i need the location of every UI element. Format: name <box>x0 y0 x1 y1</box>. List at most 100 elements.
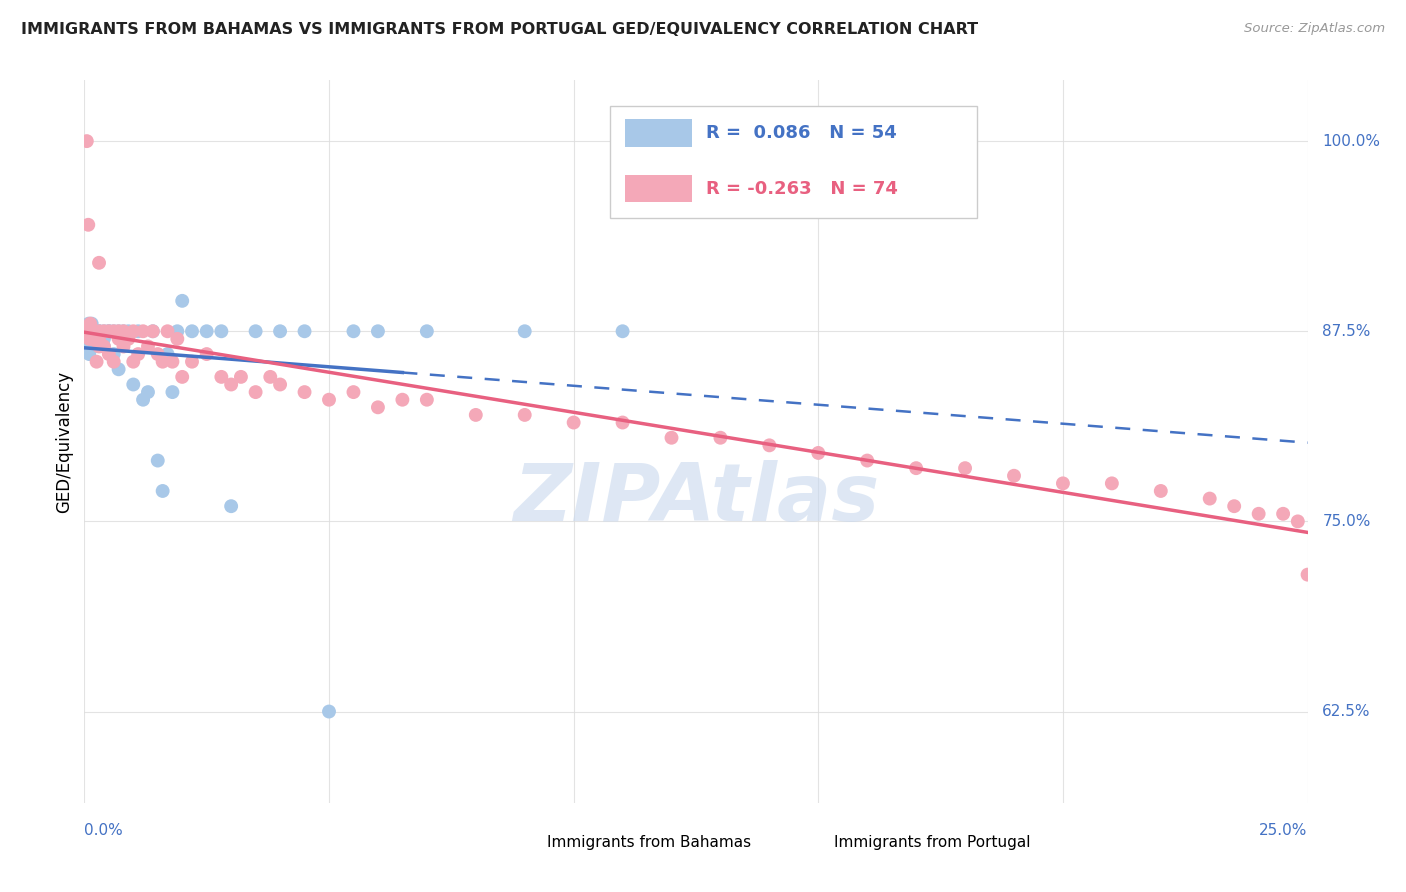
Point <box>156 324 179 338</box>
Point <box>166 332 188 346</box>
Point <box>80 317 103 331</box>
Point <box>87 332 110 346</box>
Point <box>87 324 110 338</box>
Point <box>77 317 100 331</box>
Point <box>391 392 413 407</box>
Point <box>152 483 174 498</box>
Point <box>856 453 879 467</box>
Point <box>259 370 281 384</box>
Point <box>464 408 486 422</box>
Point <box>1247 507 1270 521</box>
Point <box>80 332 103 346</box>
Point <box>209 324 232 338</box>
Text: R =  0.086   N = 54: R = 0.086 N = 54 <box>706 124 897 142</box>
Point <box>112 324 135 338</box>
Point <box>195 324 218 338</box>
Point <box>1002 468 1025 483</box>
Text: R = -0.263   N = 74: R = -0.263 N = 74 <box>706 179 897 198</box>
Point <box>219 499 242 513</box>
Point <box>97 324 120 338</box>
Point <box>612 324 634 338</box>
Point <box>79 339 101 353</box>
Point <box>367 401 389 415</box>
Point <box>79 324 101 338</box>
Text: 25.0%: 25.0% <box>1260 823 1308 838</box>
Point <box>209 370 232 384</box>
Point <box>661 431 683 445</box>
Text: Immigrants from Portugal: Immigrants from Portugal <box>834 835 1031 850</box>
Point <box>709 431 731 445</box>
Point <box>127 324 149 338</box>
Point <box>77 218 100 232</box>
Point <box>122 354 145 368</box>
Point <box>758 438 780 452</box>
Point <box>612 416 634 430</box>
Text: IMMIGRANTS FROM BAHAMAS VS IMMIGRANTS FROM PORTUGAL GED/EQUIVALENCY CORRELATION : IMMIGRANTS FROM BAHAMAS VS IMMIGRANTS FR… <box>21 22 979 37</box>
FancyBboxPatch shape <box>488 832 537 855</box>
Point <box>86 354 108 368</box>
Point <box>1198 491 1220 506</box>
Point <box>142 324 165 338</box>
Point <box>1101 476 1123 491</box>
Point <box>132 324 155 338</box>
Text: Source: ZipAtlas.com: Source: ZipAtlas.com <box>1244 22 1385 36</box>
Point <box>136 385 159 400</box>
Text: 75.0%: 75.0% <box>1322 514 1371 529</box>
Point <box>93 324 115 338</box>
Point <box>97 324 120 338</box>
Point <box>122 324 145 338</box>
Point <box>103 324 125 338</box>
Point <box>112 339 135 353</box>
Point <box>166 324 188 338</box>
Point <box>83 324 105 338</box>
Point <box>162 385 184 400</box>
Point <box>76 134 98 148</box>
Point <box>107 324 129 338</box>
Point <box>245 324 267 338</box>
Point <box>219 377 242 392</box>
Point <box>367 324 389 338</box>
Text: 0.0%: 0.0% <box>84 823 124 838</box>
Point <box>83 324 105 338</box>
Text: 87.5%: 87.5% <box>1322 324 1371 339</box>
Point <box>83 339 105 353</box>
Point <box>152 354 174 368</box>
Point <box>142 324 165 338</box>
Point <box>181 324 204 338</box>
FancyBboxPatch shape <box>626 120 692 147</box>
Point <box>77 332 100 346</box>
Point <box>107 362 129 376</box>
Point <box>93 332 115 346</box>
Point <box>416 324 439 338</box>
Point <box>86 332 108 346</box>
Point <box>156 347 179 361</box>
Point <box>122 377 145 392</box>
Point <box>87 332 110 346</box>
Point <box>93 324 115 338</box>
Point <box>83 324 105 338</box>
Point <box>1223 499 1246 513</box>
Point <box>80 324 103 338</box>
Point <box>103 347 125 361</box>
Point <box>87 324 110 338</box>
Text: ZIPAtlas: ZIPAtlas <box>513 460 879 539</box>
Point <box>342 324 364 338</box>
Point <box>93 339 115 353</box>
Point <box>79 317 101 331</box>
Point <box>77 324 100 338</box>
Point <box>1150 483 1173 498</box>
Point <box>1052 476 1074 491</box>
Text: 100.0%: 100.0% <box>1322 134 1381 149</box>
Point <box>245 385 267 400</box>
Point <box>342 385 364 400</box>
Point <box>103 354 125 368</box>
Point <box>905 461 928 475</box>
Point <box>77 324 100 338</box>
Text: Immigrants from Bahamas: Immigrants from Bahamas <box>547 835 751 850</box>
Point <box>807 446 830 460</box>
Point <box>513 408 536 422</box>
Point <box>172 293 194 308</box>
Point <box>77 324 100 338</box>
Point <box>77 332 100 346</box>
Point <box>93 339 115 353</box>
